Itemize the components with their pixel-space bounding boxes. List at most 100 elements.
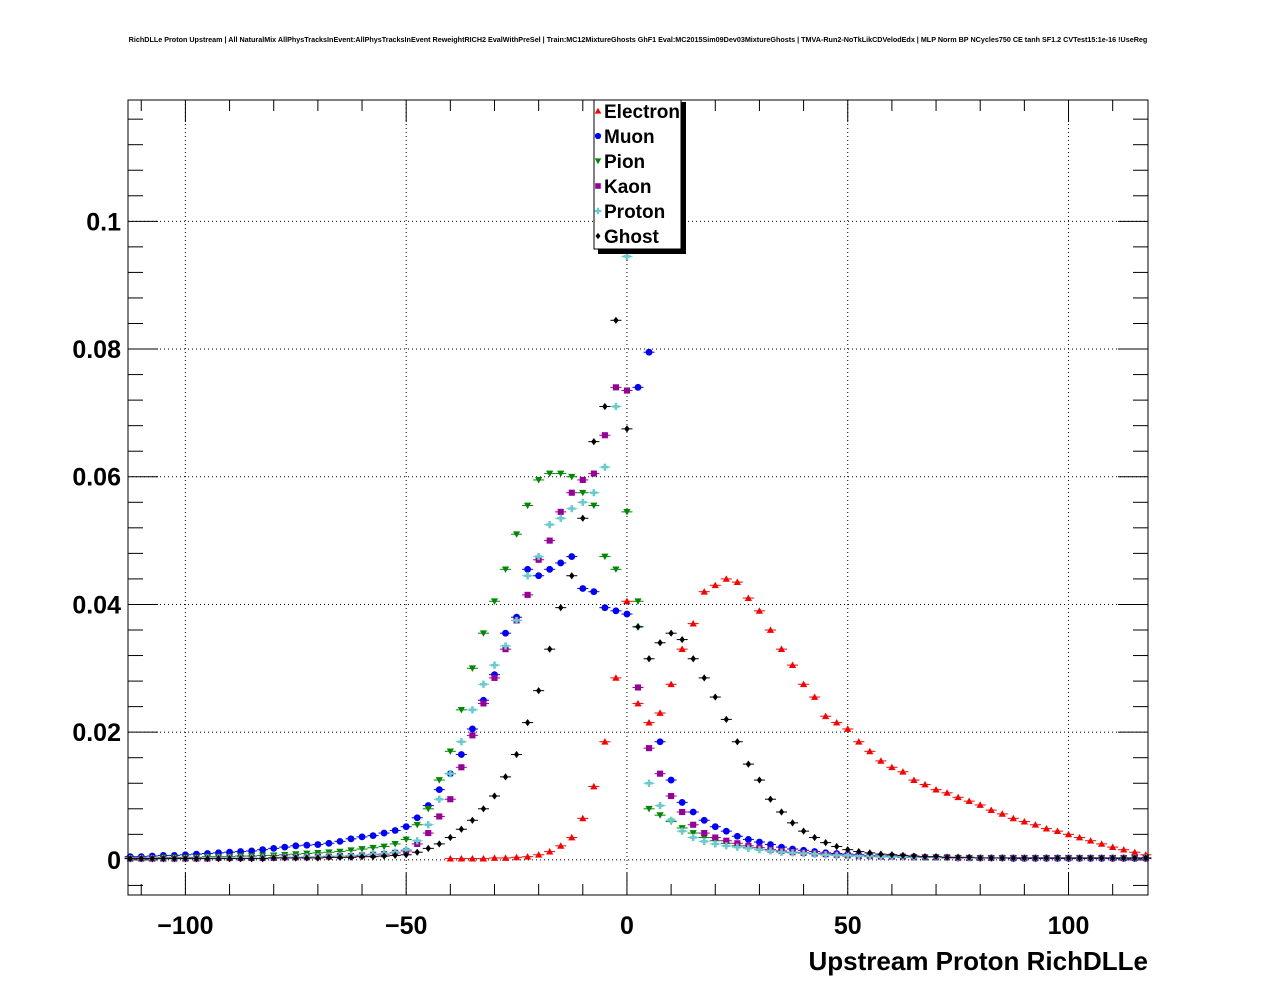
data-point <box>722 842 730 850</box>
data-point <box>855 738 863 745</box>
data-point <box>336 837 344 845</box>
data-point <box>744 844 752 852</box>
data-point <box>535 552 543 561</box>
data-point <box>282 854 288 862</box>
data-point <box>557 842 565 849</box>
data-point <box>877 757 885 764</box>
data-point <box>1064 830 1073 838</box>
chart-title: RichDLLe Proton Upstream | All NaturalMi… <box>128 35 1148 44</box>
x-tick-label: −50 <box>385 912 427 940</box>
data-point <box>337 853 343 861</box>
data-point <box>590 470 597 477</box>
data-point <box>469 732 476 739</box>
data-point <box>215 855 222 863</box>
data-point <box>435 786 443 794</box>
data-point <box>988 854 994 862</box>
data-point <box>204 855 211 863</box>
data-point <box>314 841 322 848</box>
data-point <box>1010 854 1017 862</box>
data-point <box>623 508 631 516</box>
data-point <box>512 853 521 861</box>
data-point <box>557 470 565 478</box>
data-point <box>558 604 564 612</box>
data-point <box>679 635 685 644</box>
data-point <box>524 565 532 573</box>
data-point <box>689 620 697 627</box>
data-point <box>512 616 521 625</box>
data-point <box>745 760 752 768</box>
data-point <box>646 655 652 663</box>
data-point <box>799 680 808 688</box>
data-point <box>788 661 797 669</box>
data-point <box>634 598 642 605</box>
data-point <box>590 502 598 510</box>
data-point <box>535 687 542 695</box>
data-point <box>612 402 620 411</box>
data-point <box>568 473 576 481</box>
data-point <box>546 537 553 544</box>
data-point <box>590 782 598 790</box>
data-point <box>933 853 939 861</box>
data-point <box>557 514 565 522</box>
legend-label-muon: Muon <box>604 127 655 148</box>
data-point <box>623 387 631 394</box>
data-point <box>700 837 708 845</box>
data-point <box>402 823 410 831</box>
data-point <box>811 693 819 700</box>
data-point <box>293 854 299 862</box>
data-point <box>1042 824 1051 832</box>
data-point <box>479 680 488 688</box>
data-point <box>943 789 951 796</box>
data-point <box>491 674 498 681</box>
data-point <box>613 316 619 324</box>
data-point <box>502 629 509 637</box>
data-point <box>811 833 818 842</box>
y-tick-label: 0.08 <box>72 336 121 364</box>
data-point <box>369 832 377 840</box>
data-point <box>623 610 631 618</box>
data-point <box>910 776 918 783</box>
data-point <box>1109 843 1117 850</box>
data-point <box>182 855 189 863</box>
data-point <box>358 833 366 841</box>
data-point <box>690 821 697 828</box>
legend-box <box>593 99 682 250</box>
data-point <box>700 588 708 595</box>
data-point <box>932 786 940 793</box>
data-point <box>579 585 587 592</box>
data-point <box>535 572 543 580</box>
data-point <box>468 855 477 862</box>
data-point <box>436 813 443 820</box>
data-point <box>326 853 332 861</box>
data-point <box>479 630 488 637</box>
data-point <box>866 747 874 755</box>
data-point <box>502 773 509 781</box>
data-point <box>756 838 763 846</box>
data-point <box>568 489 575 496</box>
data-point <box>656 812 664 819</box>
data-point <box>878 850 884 858</box>
data-point <box>590 489 598 497</box>
data-point <box>557 559 565 567</box>
data-point <box>601 463 609 471</box>
data-point <box>292 842 300 850</box>
data-point <box>381 852 387 860</box>
data-point <box>855 852 863 860</box>
data-point <box>999 854 1005 862</box>
data-point <box>491 792 498 800</box>
legend-marker-ghost <box>595 232 601 240</box>
legend-marker-kaon <box>595 183 601 189</box>
data-point <box>602 402 608 411</box>
data-point <box>512 531 521 538</box>
data-point <box>413 837 421 845</box>
data-point <box>844 851 852 860</box>
data-point <box>568 553 576 560</box>
data-point <box>1053 827 1062 835</box>
data-point <box>679 808 686 816</box>
data-point <box>788 849 797 857</box>
data-point <box>436 840 442 848</box>
data-point <box>645 745 653 752</box>
data-point <box>601 604 609 612</box>
data-point <box>259 846 267 854</box>
data-point <box>591 438 597 446</box>
